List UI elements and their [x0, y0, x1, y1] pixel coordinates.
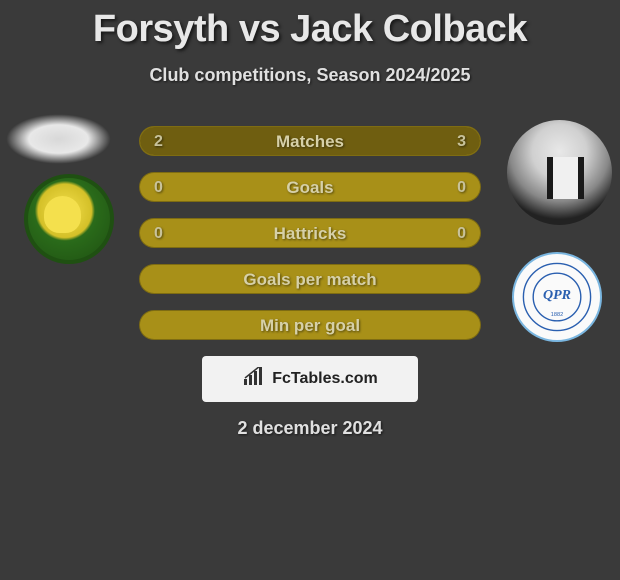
player-avatar-left: [6, 114, 111, 164]
stat-value-right: 0: [457, 173, 466, 201]
qpr-badge-svg: QPR 1882: [522, 262, 592, 332]
stat-label: Min per goal: [140, 311, 480, 339]
comparison-block: QPR 1882 Matches23Goals00Hattricks00Goal…: [0, 112, 620, 439]
stat-value-left: 0: [154, 173, 163, 201]
footer-logo-text: FcTables.com: [272, 370, 378, 388]
stat-row: Matches2 3: [139, 126, 481, 156]
stat-value-left: 0: [154, 219, 163, 247]
stat-row: Min per goal: [139, 310, 481, 340]
footer-logo-box: FcTables.com: [202, 356, 418, 402]
stat-value-left: 2: [154, 127, 163, 155]
stat-label: Hattricks: [140, 219, 480, 247]
stat-label: Goals: [140, 173, 480, 201]
stat-label: Goals per match: [140, 265, 480, 293]
stat-row: Hattricks0 0: [139, 218, 481, 248]
team-badge-right: QPR 1882: [512, 252, 602, 342]
page-title: Forsyth vs Jack Colback: [0, 0, 620, 51]
player-avatar-right: [507, 120, 612, 225]
stat-row: Goals per match: [139, 264, 481, 294]
date-text: 2 december 2024: [0, 418, 620, 439]
stat-label: Matches: [140, 127, 480, 155]
svg-text:QPR: QPR: [543, 288, 571, 303]
chart-icon: [242, 367, 266, 392]
stat-value-right: 3: [457, 127, 466, 155]
badge-year: 1882: [551, 312, 563, 318]
subtitle: Club competitions, Season 2024/2025: [0, 65, 620, 86]
team-badge-left: [24, 174, 114, 264]
stat-row: Goals0 0: [139, 172, 481, 202]
stat-value-right: 0: [457, 219, 466, 247]
stat-bars: Matches23Goals00Hattricks00Goals per mat…: [139, 112, 481, 340]
